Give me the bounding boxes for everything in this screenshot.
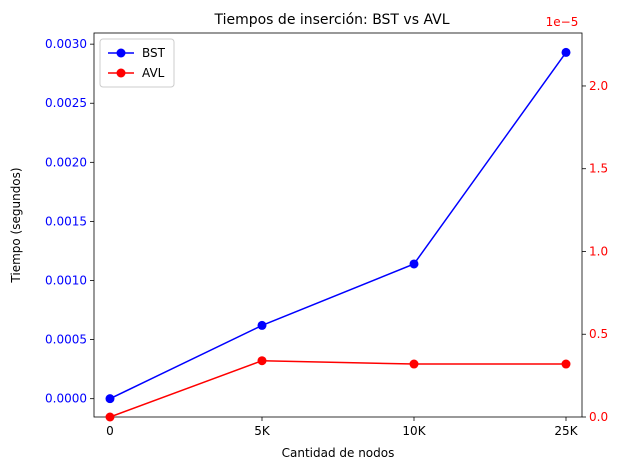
legend-swatch-marker bbox=[116, 48, 126, 58]
y-tick-label: 0.0015 bbox=[45, 214, 87, 228]
x-tick-label: 5K bbox=[254, 424, 271, 438]
data-point-bst bbox=[561, 47, 571, 57]
legend-label: BST bbox=[142, 46, 166, 60]
series-line-bst bbox=[109, 51, 567, 400]
y-tick-label: 0.0005 bbox=[45, 333, 87, 347]
y2-tick-label: 0.5 bbox=[589, 327, 608, 341]
y2-tick-label: 1.0 bbox=[589, 244, 608, 258]
data-point-bst bbox=[409, 259, 419, 269]
y-tick-label: 0.0025 bbox=[45, 96, 87, 110]
legend-swatch-marker bbox=[116, 68, 126, 78]
data-point-avl bbox=[257, 356, 267, 366]
series-line-avl bbox=[109, 359, 566, 418]
y2-offset-text: 1e−5 bbox=[546, 15, 579, 29]
y-tick-label: 0.0010 bbox=[45, 274, 87, 288]
data-point-avl bbox=[561, 359, 571, 369]
x-tick-label: 25K bbox=[554, 424, 578, 438]
legend: BST AVL bbox=[99, 38, 175, 88]
data-point-bst bbox=[257, 320, 267, 330]
x-axis-label: Cantidad de nodos bbox=[282, 446, 395, 460]
legend-label: AVL bbox=[142, 66, 165, 80]
x-tick-label: 0 bbox=[106, 424, 114, 438]
x-tick-label: 10K bbox=[402, 424, 426, 438]
chart-title: Tiempos de inserción: BST vs AVL bbox=[213, 12, 449, 28]
y2-tick-label: 0.0 bbox=[589, 410, 608, 424]
data-point-bst bbox=[105, 394, 115, 404]
data-point-avl bbox=[105, 412, 115, 422]
y2-tick-label: 2.0 bbox=[589, 79, 608, 93]
axes-frame bbox=[93, 32, 583, 418]
y-axis-label: Tiempo (segundos) bbox=[9, 167, 23, 283]
plot-area: 0 5K 10K 25K 0.0000 0.0005 0.0010 0.0015 0.0020 0… bbox=[45, 32, 608, 438]
data-point-avl bbox=[409, 359, 419, 369]
y-tick-label: 0.0030 bbox=[45, 37, 87, 51]
y-tick-label: 0.0020 bbox=[45, 155, 87, 169]
y-tick-label: 0.0000 bbox=[45, 392, 87, 406]
y2-tick-label: 1.5 bbox=[589, 162, 608, 176]
